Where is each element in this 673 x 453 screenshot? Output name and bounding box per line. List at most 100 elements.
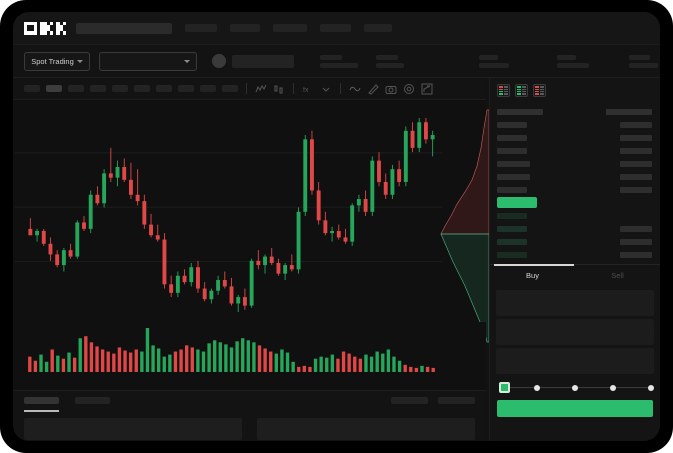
chevron-down-icon[interactable] xyxy=(320,83,332,95)
orders-tabs xyxy=(24,397,110,404)
timeframe-1mo[interactable] xyxy=(200,85,216,92)
market-depth-overlay xyxy=(437,108,489,344)
settings-icon[interactable] xyxy=(403,83,415,95)
trading-pair-dropdown[interactable] xyxy=(99,51,197,71)
wave-icon[interactable] xyxy=(349,83,361,95)
drawing-tool-icon[interactable] xyxy=(367,83,379,95)
orderbook-ask-row[interactable] xyxy=(490,170,660,183)
bid-price xyxy=(497,251,527,258)
nav-search-bar[interactable] xyxy=(76,22,172,34)
order-total-field[interactable] xyxy=(496,348,654,374)
order-percent-slider[interactable] xyxy=(499,382,654,393)
app-screen: Spot Trading xyxy=(13,12,660,441)
nav-item-trade[interactable] xyxy=(230,24,260,32)
ob-mode-both-icon[interactable] xyxy=(497,84,510,97)
timeframe-more[interactable] xyxy=(222,85,238,92)
bid-price xyxy=(497,212,527,219)
candlestick-icon[interactable] xyxy=(273,83,285,95)
slider-stop-75[interactable] xyxy=(610,384,616,391)
stat-24h-volume xyxy=(557,54,589,68)
ob-mode-buy-icon[interactable] xyxy=(515,84,528,97)
orderbook-bid-row[interactable] xyxy=(490,209,660,222)
timeframe-15m[interactable] xyxy=(68,85,84,92)
line-chart-icon[interactable] xyxy=(255,83,267,95)
timeframe-5m[interactable] xyxy=(46,85,62,92)
slider-handle[interactable] xyxy=(499,382,510,393)
tab-open-orders[interactable] xyxy=(24,397,59,404)
timeframe-1w[interactable] xyxy=(178,85,194,92)
timeframe-1d[interactable] xyxy=(156,85,172,92)
spot-trading-dropdown[interactable]: Spot Trading xyxy=(24,51,90,71)
orderbook-ask-row[interactable] xyxy=(490,157,660,170)
order-amount-field[interactable] xyxy=(496,319,654,345)
toolbar-divider xyxy=(246,83,247,94)
ask-price xyxy=(497,134,527,141)
timeframe-30m[interactable] xyxy=(90,85,106,92)
orderbook-col-price xyxy=(497,108,543,115)
orderbook-ask-row[interactable] xyxy=(490,118,660,131)
chart-toolbar: fx xyxy=(13,78,486,100)
submit-buy-button[interactable] xyxy=(497,400,653,417)
top-navigation-bar xyxy=(13,12,660,45)
ask-price xyxy=(497,186,527,193)
order-form xyxy=(490,286,660,374)
orders-placeholder-list xyxy=(24,418,475,440)
volume-canvas xyxy=(28,328,435,372)
orders-placeholder-block xyxy=(24,418,242,440)
active-tab-underline xyxy=(24,410,59,412)
fullscreen-icon[interactable] xyxy=(421,83,433,95)
orderbook-and-trade-panel: Buy Sell xyxy=(489,78,660,441)
slider-stop-100[interactable] xyxy=(648,384,654,391)
spot-trading-label: Spot Trading xyxy=(31,56,74,66)
depth-canvas xyxy=(440,109,489,343)
timeframe-4h[interactable] xyxy=(134,85,150,92)
slider-stop-25[interactable] xyxy=(534,384,540,391)
nav-item-more[interactable] xyxy=(364,24,392,32)
volume-histogram xyxy=(13,322,486,390)
ask-size xyxy=(620,134,652,141)
bid-price xyxy=(497,238,527,245)
orderbook[interactable] xyxy=(490,102,660,261)
ask-size xyxy=(620,147,652,154)
orderbook-last-price-row[interactable] xyxy=(490,196,660,209)
okx-logo[interactable] xyxy=(24,21,66,35)
toolbar-divider xyxy=(340,83,341,94)
bid-size xyxy=(620,213,652,219)
nav-item-derivatives[interactable] xyxy=(273,24,307,32)
hide-other-pairs-button[interactable] xyxy=(391,397,428,404)
camera-icon[interactable] xyxy=(385,83,397,95)
orderbook-ask-row[interactable] xyxy=(490,131,660,144)
nav-item-earn[interactable] xyxy=(320,24,351,32)
orders-actions xyxy=(391,397,475,404)
orderbook-bid-row[interactable] xyxy=(490,235,660,248)
timeframe-1h[interactable] xyxy=(112,85,128,92)
stat-24h-turnover xyxy=(629,54,658,68)
chevron-down-icon xyxy=(184,59,190,63)
cancel-all-button[interactable] xyxy=(438,397,475,404)
orderbook-ask-row[interactable] xyxy=(490,144,660,157)
tab-order-history[interactable] xyxy=(75,397,110,404)
toolbar-divider xyxy=(293,83,294,94)
orderbook-bid-row[interactable] xyxy=(490,222,660,235)
last-price-highlight xyxy=(497,197,537,208)
timeframe-1m[interactable] xyxy=(24,85,40,92)
orderbook-ask-row[interactable] xyxy=(490,183,660,196)
indicator-icon[interactable]: fx xyxy=(302,83,314,95)
orderbook-bid-row[interactable] xyxy=(490,248,660,261)
stat-24h-low xyxy=(479,54,509,68)
nav-item-markets[interactable] xyxy=(185,24,217,32)
slider-stop-50[interactable] xyxy=(572,384,578,391)
tab-buy[interactable]: Buy xyxy=(490,265,575,286)
ask-price xyxy=(497,160,530,167)
bid-price xyxy=(497,225,527,232)
ask-price xyxy=(497,173,530,180)
ob-mode-sell-icon[interactable] xyxy=(533,84,546,97)
candlestick-chart[interactable] xyxy=(13,100,486,322)
tab-sell[interactable]: Sell xyxy=(611,271,624,280)
orderbook-header xyxy=(490,105,660,118)
orderbook-display-modes xyxy=(490,78,660,102)
ask-size xyxy=(620,173,652,180)
order-price-field[interactable] xyxy=(496,290,654,316)
market-sub-header: Spot Trading xyxy=(13,45,660,78)
